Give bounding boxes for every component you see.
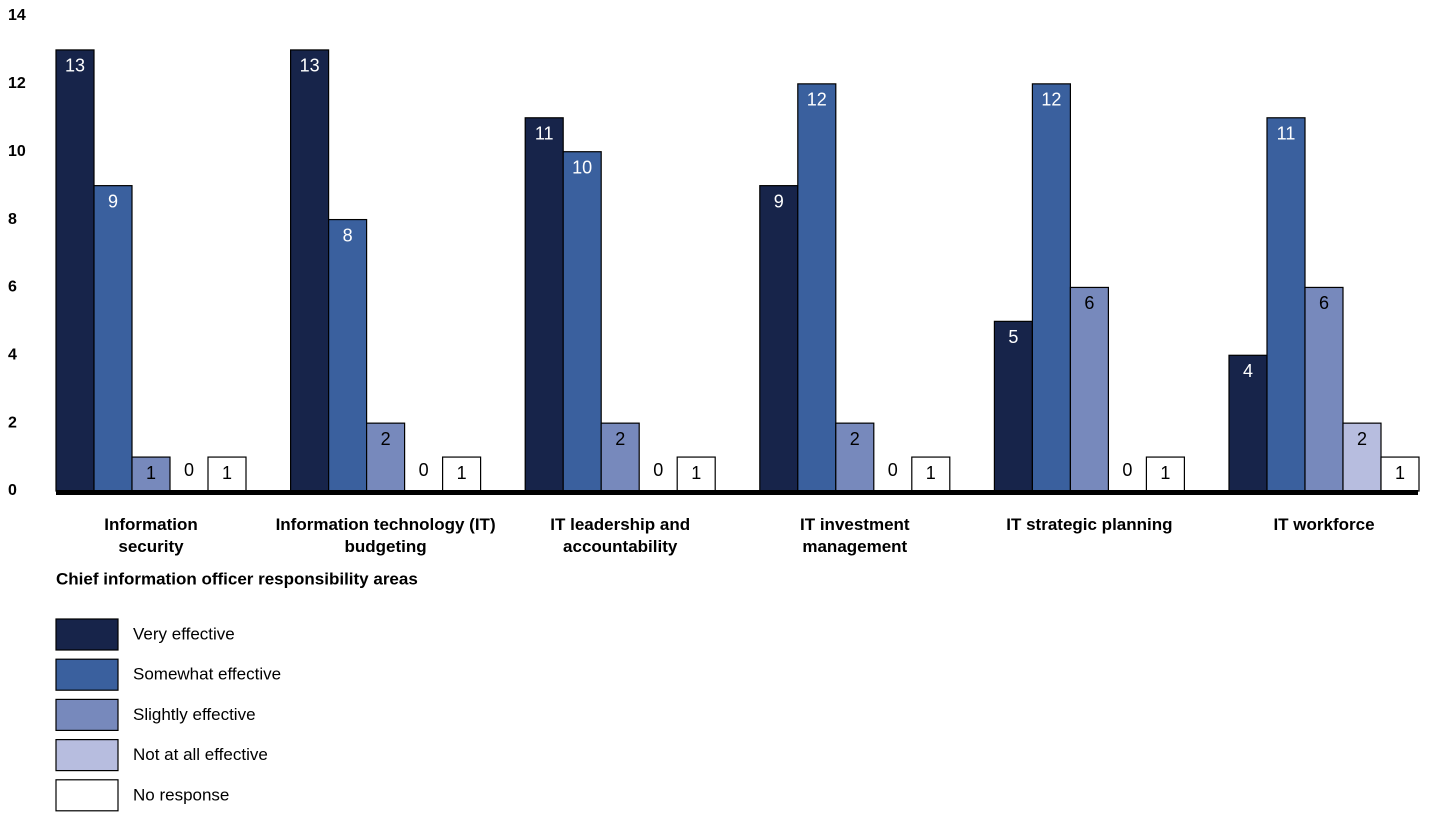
x-axis-label: Chief information officer responsibility… [56, 569, 418, 588]
x-tick-label: IT strategic planning [1006, 515, 1173, 534]
legend-swatch [55, 658, 119, 691]
bar [1145, 456, 1186, 492]
y-tick-label: 10 [8, 143, 26, 160]
y-tick-label: 6 [8, 279, 17, 296]
x-tick-label: IT investment management [800, 515, 910, 556]
legend-swatch [55, 779, 119, 812]
bar [759, 185, 799, 492]
bar [55, 49, 95, 492]
value-label: 2 [1357, 429, 1367, 449]
value-label: 1 [1395, 463, 1405, 483]
bar [442, 456, 482, 492]
value-label: 1 [222, 463, 232, 483]
bar [911, 456, 951, 492]
x-tick-label: IT workforce [1273, 515, 1375, 534]
value-label: 5 [1008, 327, 1018, 347]
bar [1031, 83, 1072, 492]
bar [290, 49, 330, 492]
y-tick-label: 4 [8, 347, 17, 364]
value-label: 0 [419, 460, 429, 480]
bar [93, 185, 133, 492]
value-label: 0 [888, 460, 898, 480]
value-label: 0 [184, 460, 194, 480]
bar [676, 456, 716, 492]
value-label: 0 [653, 460, 663, 480]
value-label: 10 [572, 157, 592, 177]
y-tick-label: 14 [8, 7, 26, 24]
x-tick-label: IT leadership and accountability [550, 515, 691, 556]
value-label: 2 [850, 429, 860, 449]
value-label: 1 [146, 463, 156, 483]
value-label: 1 [926, 463, 936, 483]
legend-swatch [55, 738, 119, 772]
bar [1342, 422, 1382, 492]
value-label: 13 [65, 56, 85, 76]
value-label: 2 [381, 429, 391, 449]
y-tick-label: 0 [8, 482, 17, 499]
value-label: 9 [108, 191, 118, 211]
value-label: 12 [1041, 90, 1061, 110]
value-label: 9 [774, 191, 784, 211]
value-label: 1 [1160, 463, 1170, 483]
y-tick-label: 8 [8, 211, 17, 228]
bar [1069, 286, 1110, 492]
value-label: 6 [1084, 293, 1094, 313]
bar [797, 83, 837, 492]
value-label: 4 [1243, 361, 1253, 381]
value-label: 2 [615, 429, 625, 449]
bar [524, 117, 564, 492]
x-tick-label: Information technology (IT) budgeting [275, 515, 496, 556]
value-label: 8 [343, 225, 353, 245]
legend-swatch [55, 618, 119, 651]
bar [1266, 117, 1306, 492]
value-label: 11 [1277, 124, 1296, 144]
y-tick-label: 12 [8, 75, 26, 92]
value-label: 1 [691, 463, 701, 483]
bar [328, 218, 368, 492]
value-label: 11 [535, 124, 554, 144]
value-label: 6 [1319, 293, 1329, 313]
legend-label: No response [133, 785, 229, 804]
value-label: 1 [457, 463, 467, 483]
bar [1304, 286, 1344, 492]
value-label: 0 [1122, 460, 1132, 480]
bar [131, 456, 171, 492]
bar [562, 151, 602, 492]
value-label: 13 [300, 56, 320, 76]
legend-label: Somewhat effective [133, 665, 281, 684]
legend-swatch [55, 698, 119, 732]
legend-label: Slightly effective [133, 705, 256, 724]
legend-label: Very effective [133, 624, 235, 643]
value-label: 12 [807, 90, 827, 110]
y-tick-label: 2 [8, 414, 17, 431]
legend-label: Not at all effective [133, 745, 268, 764]
x-tick-label: Information security [104, 515, 198, 556]
